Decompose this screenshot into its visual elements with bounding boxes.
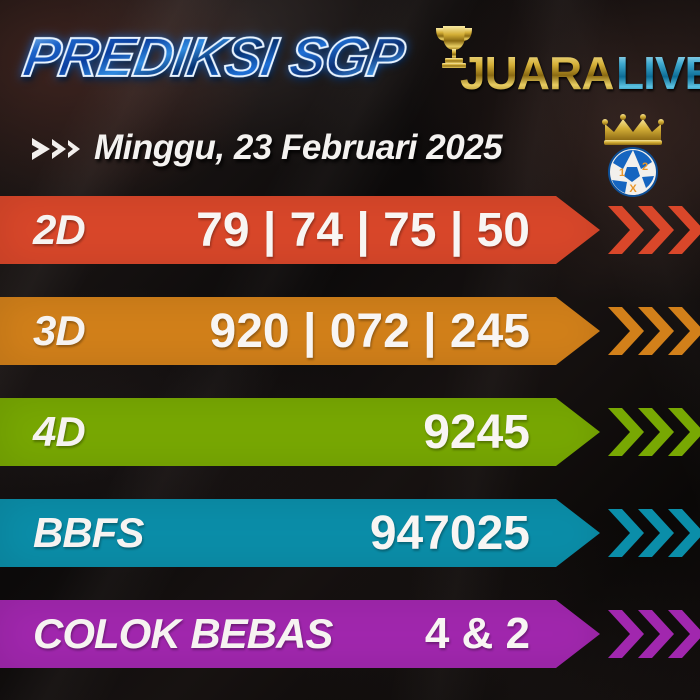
svg-text:2: 2 [642,161,648,173]
result-row: 4D 9245 [0,398,700,466]
result-value: 9245 [423,405,530,459]
result-value: 920 | 072 | 245 [209,304,530,358]
result-value: 4 & 2 [424,609,530,658]
prediction-date: Minggu, 23 Februari 2025 [94,128,503,167]
result-banner: 3D 920 | 072 | 245 [0,297,600,365]
result-row: BBFS 947025 [0,499,700,567]
result-banner: 4D 9245 [0,398,600,466]
double-chevron-right-icon [30,134,90,164]
chevron-right-icon [608,499,700,567]
brand-live-text: LIVE [616,50,700,96]
result-value: 947025 [369,506,530,560]
results-list: 2D 79 | 74 | 75 | 50 3D 920 | 072 | 245 [0,196,700,700]
chevron-right-icon [608,600,700,668]
trophy-icon [436,26,472,68]
date-row: Minggu, 23 Februari 2025 [30,128,503,168]
chevron-right-icon [608,398,700,466]
page-title: PREDIKSI SGP [18,25,409,89]
result-label: 4D [33,408,86,455]
result-label: 3D [33,307,86,354]
brand-juara-text: JUARA [460,47,614,99]
result-value: 79 | 74 | 75 | 50 [196,203,530,257]
result-banner: 2D 79 | 74 | 75 | 50 [0,196,600,264]
poster-header: PREDIKSI SGP [0,0,700,200]
svg-text:X: X [629,183,637,195]
result-label: BBFS [33,509,144,556]
result-row: 2D 79 | 74 | 75 | 50 [0,196,700,264]
result-label: COLOK BEBAS [33,610,333,657]
result-banner: COLOK BEBAS 4 & 2 [0,600,600,668]
result-label: 2D [33,206,86,253]
chevron-right-icon [608,196,700,264]
result-row: 3D 920 | 072 | 245 [0,297,700,365]
svg-text:1: 1 [619,167,625,179]
result-banner: BBFS 947025 [0,499,600,567]
chevron-right-icon [608,297,700,365]
result-row: COLOK BEBAS 4 & 2 [0,600,700,668]
crown-soccer-ball-logo: 1 2 X [602,114,664,197]
